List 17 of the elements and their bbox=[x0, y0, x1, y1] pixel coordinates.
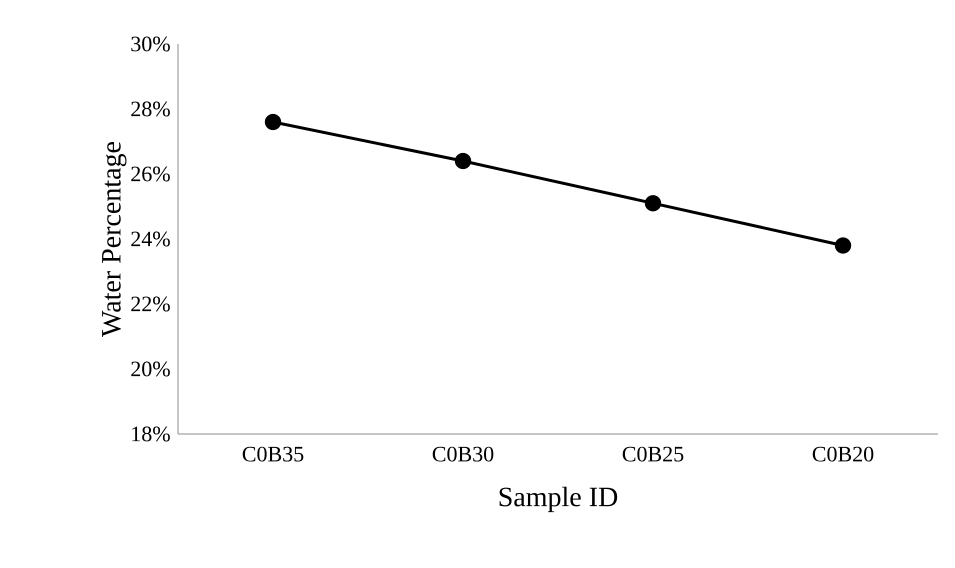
y-tick-label: 30% bbox=[131, 36, 170, 52]
point bbox=[454, 152, 472, 170]
y-tick-label: 26% bbox=[131, 166, 170, 182]
x-tick-label: C0B20 bbox=[812, 446, 874, 462]
x-tick-label: C0B35 bbox=[242, 446, 304, 462]
x-axis-title: Sample ID bbox=[500, 486, 618, 512]
y-tick-label: 24% bbox=[131, 232, 170, 246]
point bbox=[834, 237, 852, 254]
point bbox=[644, 195, 662, 212]
y-tick-label: 22% bbox=[131, 296, 170, 312]
y-tick-label: 18% bbox=[132, 426, 170, 442]
y-tick-label: 20% bbox=[131, 362, 170, 376]
x-tick-label: C0B25 bbox=[622, 446, 684, 462]
y-tick-label: 28% bbox=[131, 102, 170, 116]
point bbox=[264, 114, 282, 130]
x-tick-label: C0B30 bbox=[432, 446, 494, 462]
y-axis-title: Water Percentage bbox=[102, 142, 126, 337]
